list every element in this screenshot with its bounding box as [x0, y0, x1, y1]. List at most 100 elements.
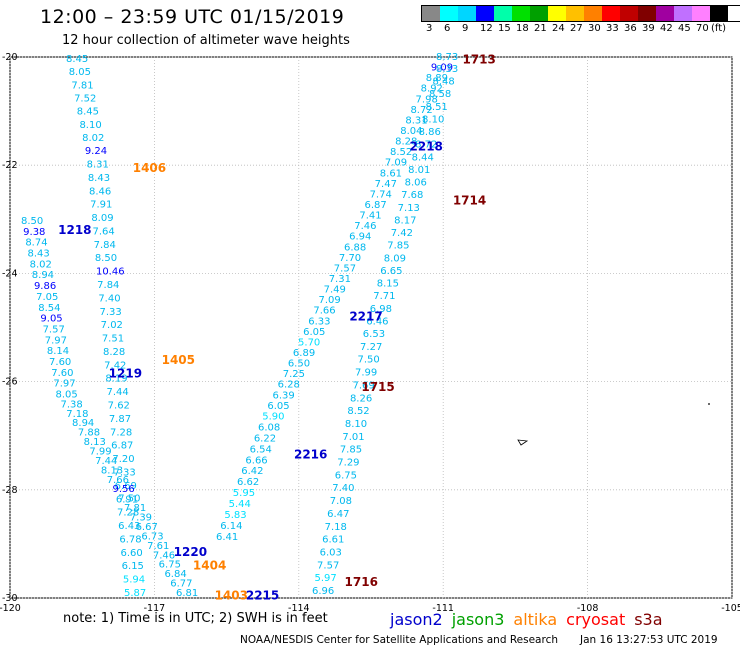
swh-value: 5.97: [315, 573, 337, 584]
swh-value: 7.64: [92, 226, 114, 237]
swh-value: 8.33: [436, 64, 458, 75]
legend-label: 6: [444, 23, 451, 34]
swh-value: 7.57: [334, 263, 356, 274]
swh-value: 6.41: [216, 532, 238, 543]
swh-value: 6.87: [111, 441, 133, 452]
swh-value: 6.96: [312, 586, 334, 597]
lat-tick-label: -26: [2, 377, 18, 388]
swh-value: 5.90: [262, 411, 284, 422]
swh-value: 7.28: [117, 508, 139, 519]
swh-value: 5.87: [124, 588, 146, 599]
swh-value: 9.86: [34, 281, 56, 292]
swh-value: 6.75: [159, 560, 181, 571]
swh-value: 6.73: [141, 531, 163, 542]
swh-value: 6.28: [278, 380, 300, 391]
swh-value: 9.09: [431, 63, 453, 74]
swh-value: 7.01: [342, 432, 364, 443]
swh-value: 8.31: [87, 159, 109, 170]
pass-time-label: 1713: [462, 53, 495, 67]
swh-value: 8.92: [421, 84, 443, 95]
lon-tick-label: -111: [432, 603, 454, 614]
satellite-name: jason2: [390, 610, 443, 629]
pass-time-label: 2215: [246, 588, 279, 602]
swh-value: 7.46: [354, 221, 376, 232]
swh-value: 7.27: [360, 342, 382, 353]
swh-value: 8.15: [377, 279, 399, 290]
swh-value: 8.89: [426, 73, 448, 84]
lon-tick-label: -108: [577, 603, 599, 614]
pass-time-label: 2216: [294, 448, 327, 462]
swh-value: 7.84: [94, 240, 116, 251]
swh-value: 7.38: [60, 399, 82, 410]
swh-value: 6.66: [245, 455, 267, 466]
pass-time-label: 2217: [349, 310, 382, 324]
swh-value: 5.70: [298, 337, 320, 348]
swh-value: 8.05: [69, 67, 91, 78]
swh-value: 6.54: [250, 444, 272, 455]
legend-labels: 3 6 9 12 15 18 21 24 27 30 33 36 39 42 45 70 (ft): [421, 22, 740, 36]
swh-value: 6.05: [267, 401, 289, 412]
swh-value: 6.42: [241, 466, 263, 477]
swh-value: 6.81: [176, 588, 198, 599]
swh-value: 7.52: [74, 94, 96, 105]
lon-tick-label: -120: [0, 603, 21, 614]
color-legend: 3 6 9 12 15 18 21 24 27 30 33 36 39 42 45 70 (ft): [421, 5, 740, 36]
swh-value: 6.94: [349, 232, 371, 243]
swh-value: 8.10: [79, 120, 101, 131]
swh-value: 7.29: [337, 458, 359, 469]
swh-value: 8.14: [47, 346, 69, 357]
legend-swatch: [710, 6, 728, 21]
swh-value: 6.84: [164, 569, 186, 580]
swh-value: 7.28: [110, 427, 132, 438]
swh-value: 8.61: [380, 168, 402, 179]
legend-label: 36: [624, 23, 637, 34]
swh-value: 6.62: [237, 477, 259, 488]
swh-value: 6.33: [308, 316, 330, 327]
lat-tick-label: -24: [2, 268, 18, 279]
swh-value: 8.52: [390, 147, 412, 158]
swh-value: 8.50: [21, 216, 43, 227]
lat-tick-label: -30: [2, 593, 18, 604]
legend-swatch: [530, 6, 548, 21]
swh-value: 7.25: [283, 369, 305, 380]
swh-value: 8.05: [56, 390, 78, 401]
swh-value: 7.50: [358, 355, 380, 366]
swh-value: 6.75: [335, 470, 357, 481]
legend-swatch: [494, 6, 512, 21]
swh-value: 8.54: [38, 303, 60, 314]
swh-value: 8.43: [88, 173, 110, 184]
swh-value: 7.39: [130, 513, 152, 524]
satellite-name: altika: [513, 610, 558, 629]
swh-value: 6.67: [136, 522, 158, 533]
swh-value: 7.51: [102, 334, 124, 345]
swh-value: 6.53: [363, 329, 385, 340]
swh-value: 7.60: [51, 368, 73, 379]
swh-value: 8.86: [419, 127, 441, 138]
lon-tick-label: -117: [144, 603, 166, 614]
swh-value: 7.85: [340, 445, 362, 456]
swh-value: 7.08: [330, 496, 352, 507]
lat-tick-label: -20: [2, 52, 18, 63]
legend-swatch: [476, 6, 494, 21]
lat-tick-label: -22: [2, 160, 18, 171]
swh-value: 7.70: [339, 253, 361, 264]
legend-label: 45: [678, 23, 691, 34]
swh-value: 6.47: [327, 509, 349, 520]
swh-value: 8.44: [412, 152, 434, 163]
swh-value: 7.50: [118, 494, 140, 505]
swh-value: 7.99: [89, 446, 111, 457]
swh-value: 9.38: [23, 227, 45, 238]
swh-value: 6.39: [272, 390, 294, 401]
swh-value: 7.42: [391, 228, 413, 239]
swh-value: 9.56: [112, 484, 134, 495]
pass-time-label: 1716: [345, 575, 378, 589]
legend-swatch: [692, 6, 710, 21]
swh-value: 8.10: [422, 114, 444, 125]
legend-label: 70: [696, 23, 709, 34]
swh-value: 8.50: [95, 253, 117, 264]
legend-swatch: [548, 6, 566, 21]
swh-value: 7.40: [332, 483, 354, 494]
swh-value: 7.91: [90, 200, 112, 211]
island-marker: [517, 439, 529, 446]
